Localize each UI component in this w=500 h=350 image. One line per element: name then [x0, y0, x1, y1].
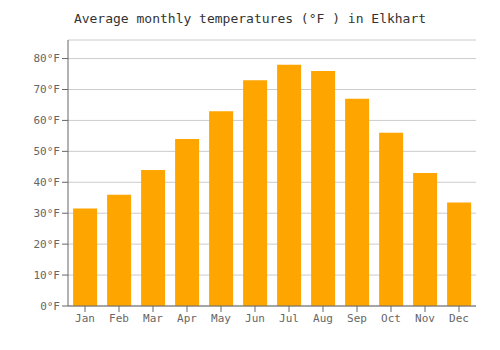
- svg-text:Aug: Aug: [313, 312, 333, 325]
- svg-text:30°F: 30°F: [34, 207, 61, 220]
- svg-text:Jun: Jun: [245, 312, 265, 325]
- svg-text:Feb: Feb: [109, 312, 129, 325]
- svg-text:May: May: [211, 312, 231, 325]
- svg-text:Jan: Jan: [75, 312, 95, 325]
- html-text:Average monthly temperatures (: Average monthly temperatures (°F ) in El…: [73, 11, 427, 26]
- svg-text:80°F: 80°F: [34, 52, 61, 65]
- svg-text:10°F: 10°F: [34, 269, 61, 282]
- svg-text:20°F: 20°F: [34, 238, 61, 251]
- svg-text:Nov: Nov: [415, 312, 435, 325]
- svg-text:Oct: Oct: [381, 312, 401, 325]
- svg-text:40°F: 40°F: [34, 176, 61, 189]
- svg-text:Apr: Apr: [177, 312, 197, 325]
- svg-text:Mar: Mar: [143, 312, 163, 325]
- svg-text:50°F: 50°F: [34, 145, 61, 158]
- svg-text:0°F: 0°F: [40, 300, 60, 313]
- svg-text:70°F: 70°F: [34, 83, 61, 96]
- svg-text:Jul: Jul: [279, 312, 299, 325]
- svg-text:60°F: 60°F: [34, 114, 61, 127]
- svg-text:Sep: Sep: [347, 312, 367, 325]
- svg-text:Dec: Dec: [449, 312, 469, 325]
